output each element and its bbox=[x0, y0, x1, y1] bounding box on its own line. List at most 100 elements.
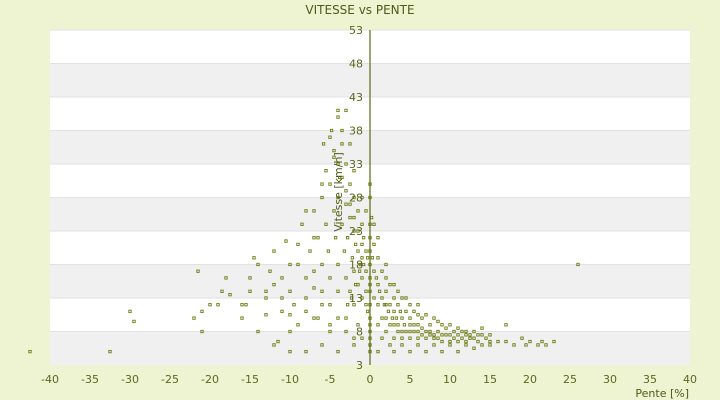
x-tick-labels: -40 -35 -30 -25 -20 -15 -10 -5 0 5 10 15 20 25 30 35 40 bbox=[41, 373, 697, 386]
data-point bbox=[448, 343, 452, 347]
data-point bbox=[404, 296, 408, 300]
y-tick-label: 38 bbox=[349, 125, 363, 138]
data-point bbox=[128, 309, 132, 314]
y-tick-label: 3 bbox=[356, 359, 363, 372]
x-tick-label: -35 bbox=[81, 373, 99, 386]
data-point bbox=[357, 269, 362, 273]
data-point bbox=[460, 336, 464, 340]
y-tick-labels: 53 48 43 38 33 28 23 18 13 8 3 bbox=[349, 24, 363, 372]
data-point bbox=[340, 222, 344, 226]
data-point bbox=[344, 108, 348, 113]
data-point bbox=[320, 262, 324, 267]
data-point bbox=[304, 276, 308, 280]
data-point bbox=[464, 343, 468, 347]
data-point bbox=[484, 336, 488, 340]
data-point bbox=[132, 319, 136, 324]
data-point bbox=[396, 303, 400, 307]
y-tick-label: 13 bbox=[349, 292, 363, 305]
data-point bbox=[472, 329, 476, 334]
data-point bbox=[248, 289, 252, 293]
data-point bbox=[365, 309, 370, 314]
data-point bbox=[436, 329, 440, 334]
data-point bbox=[312, 316, 316, 320]
data-point bbox=[349, 296, 354, 300]
data-point bbox=[352, 336, 356, 340]
data-point bbox=[376, 303, 380, 307]
data-point bbox=[336, 195, 340, 200]
data-point bbox=[376, 349, 380, 354]
data-point bbox=[272, 343, 276, 347]
data-point bbox=[288, 262, 292, 267]
data-point bbox=[288, 349, 292, 354]
data-point bbox=[320, 182, 324, 186]
data-point bbox=[340, 128, 344, 133]
x-tick-label: 40 bbox=[683, 373, 697, 386]
data-point bbox=[336, 115, 340, 119]
data-point bbox=[304, 309, 308, 314]
data-point bbox=[329, 128, 334, 133]
data-point bbox=[280, 276, 284, 280]
data-point bbox=[372, 242, 376, 247]
data-point bbox=[356, 249, 360, 253]
data-point bbox=[408, 349, 412, 354]
data-point bbox=[196, 269, 200, 273]
x-tick-label: -30 bbox=[121, 373, 139, 386]
data-point bbox=[288, 329, 292, 334]
data-point bbox=[456, 326, 460, 330]
data-point bbox=[216, 303, 220, 307]
data-point bbox=[312, 269, 316, 273]
data-point bbox=[361, 236, 366, 240]
data-point bbox=[333, 236, 338, 240]
data-point bbox=[320, 195, 324, 200]
x-tick-label: -20 bbox=[201, 373, 219, 386]
data-point bbox=[424, 329, 428, 334]
x-tick-label: 5 bbox=[407, 373, 414, 386]
data-point bbox=[476, 333, 480, 337]
data-point bbox=[388, 282, 392, 287]
data-point bbox=[480, 343, 484, 347]
y-tick-label: 33 bbox=[349, 158, 363, 171]
data-point bbox=[316, 316, 320, 320]
data-point bbox=[472, 336, 476, 340]
data-point bbox=[312, 236, 316, 240]
data-point bbox=[360, 222, 364, 226]
data-point bbox=[332, 209, 336, 213]
data-point bbox=[528, 339, 532, 344]
data-point bbox=[402, 323, 407, 327]
data-point bbox=[432, 336, 436, 340]
data-point bbox=[416, 313, 420, 317]
data-point bbox=[480, 326, 484, 330]
y-tick-label: 8 bbox=[356, 326, 363, 339]
data-point bbox=[292, 303, 296, 307]
data-point bbox=[372, 222, 376, 226]
data-point bbox=[344, 316, 348, 320]
data-point bbox=[424, 336, 428, 340]
data-point bbox=[376, 256, 380, 260]
data-point bbox=[328, 329, 332, 334]
data-point bbox=[108, 349, 112, 354]
data-point bbox=[336, 289, 340, 293]
data-point bbox=[428, 329, 432, 334]
data-point bbox=[272, 282, 276, 287]
data-point bbox=[200, 309, 204, 314]
data-point bbox=[384, 316, 388, 320]
data-point bbox=[336, 316, 340, 320]
data-point bbox=[376, 236, 380, 240]
data-point bbox=[464, 339, 468, 344]
data-point bbox=[348, 142, 352, 146]
data-point bbox=[284, 239, 288, 243]
data-point bbox=[28, 349, 32, 354]
data-point bbox=[220, 289, 224, 293]
data-point bbox=[264, 289, 268, 293]
data-point bbox=[384, 276, 388, 280]
data-point bbox=[256, 329, 260, 334]
data-point bbox=[400, 316, 404, 320]
data-point bbox=[420, 333, 424, 337]
data-point bbox=[361, 262, 366, 267]
x-tick-label: 10 bbox=[443, 373, 457, 386]
data-point bbox=[352, 343, 356, 347]
data-point bbox=[374, 276, 379, 280]
data-point bbox=[336, 262, 340, 267]
